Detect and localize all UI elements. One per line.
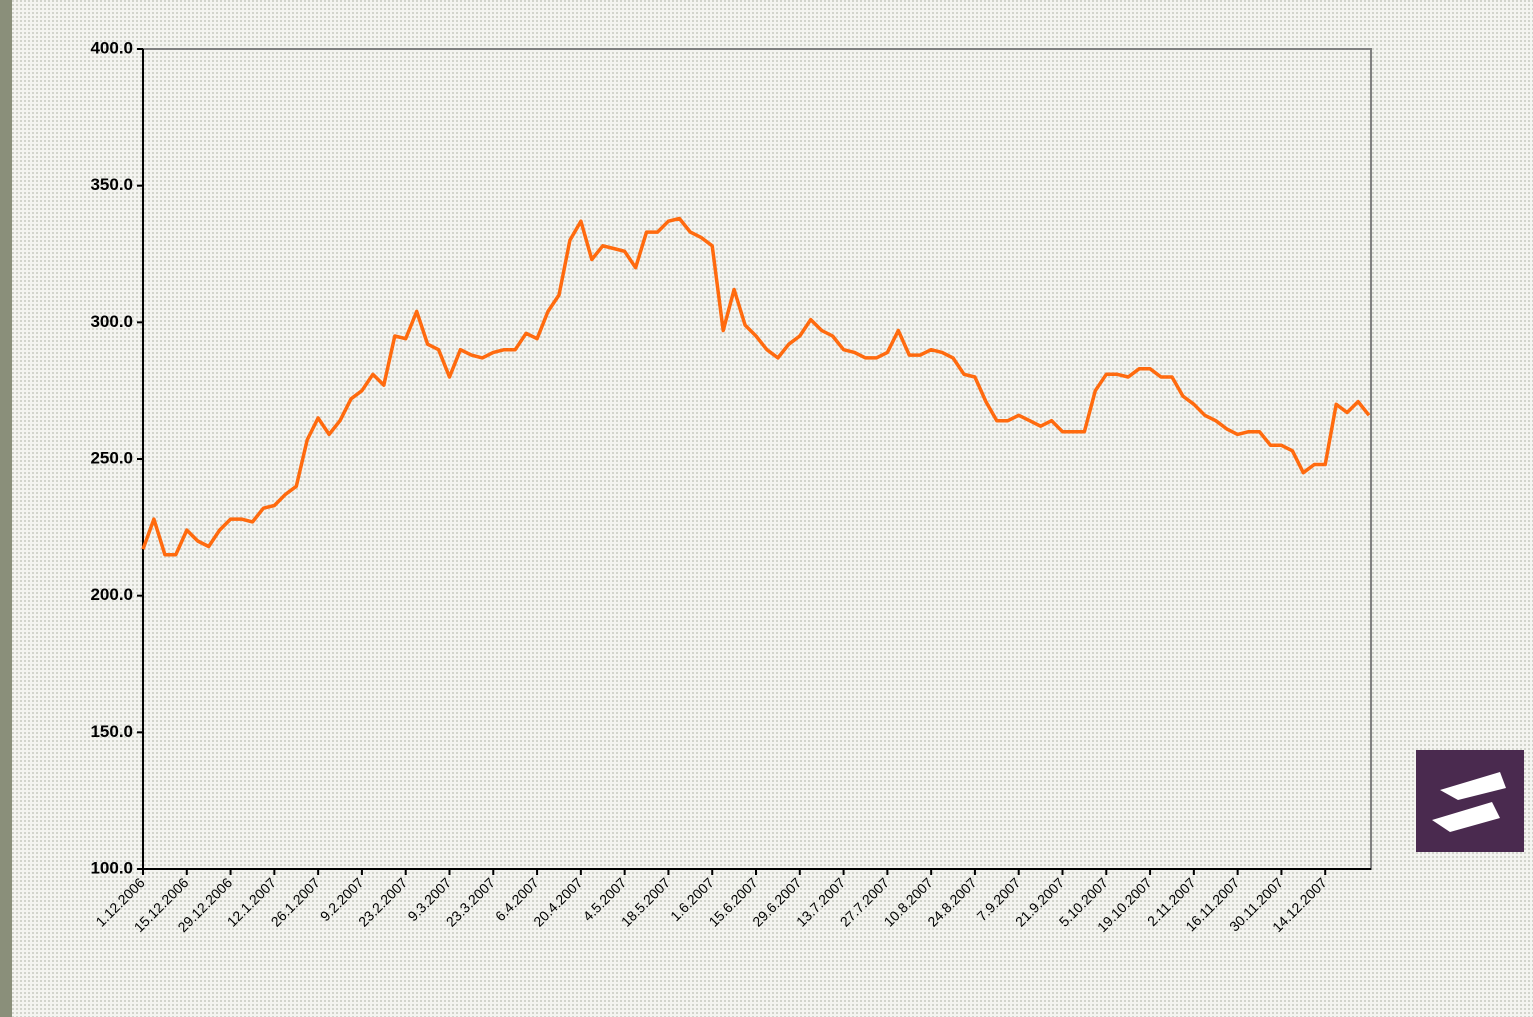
y-tick-label: 150.0 xyxy=(90,722,133,741)
chart: 100.0150.0200.0250.0300.0350.0400.01.12.… xyxy=(0,0,1533,1017)
y-tick-label: 350.0 xyxy=(90,175,133,194)
y-tick-label: 400.0 xyxy=(90,38,133,57)
y-tick-label: 250.0 xyxy=(90,448,133,467)
logo xyxy=(1416,750,1524,852)
y-tick-label: 300.0 xyxy=(90,312,133,331)
y-tick-label: 200.0 xyxy=(90,585,133,604)
y-tick-label: 100.0 xyxy=(90,858,133,877)
left-edge xyxy=(0,0,12,1017)
page: 100.0150.0200.0250.0300.0350.0400.01.12.… xyxy=(0,0,1533,1017)
background xyxy=(0,0,1533,1017)
